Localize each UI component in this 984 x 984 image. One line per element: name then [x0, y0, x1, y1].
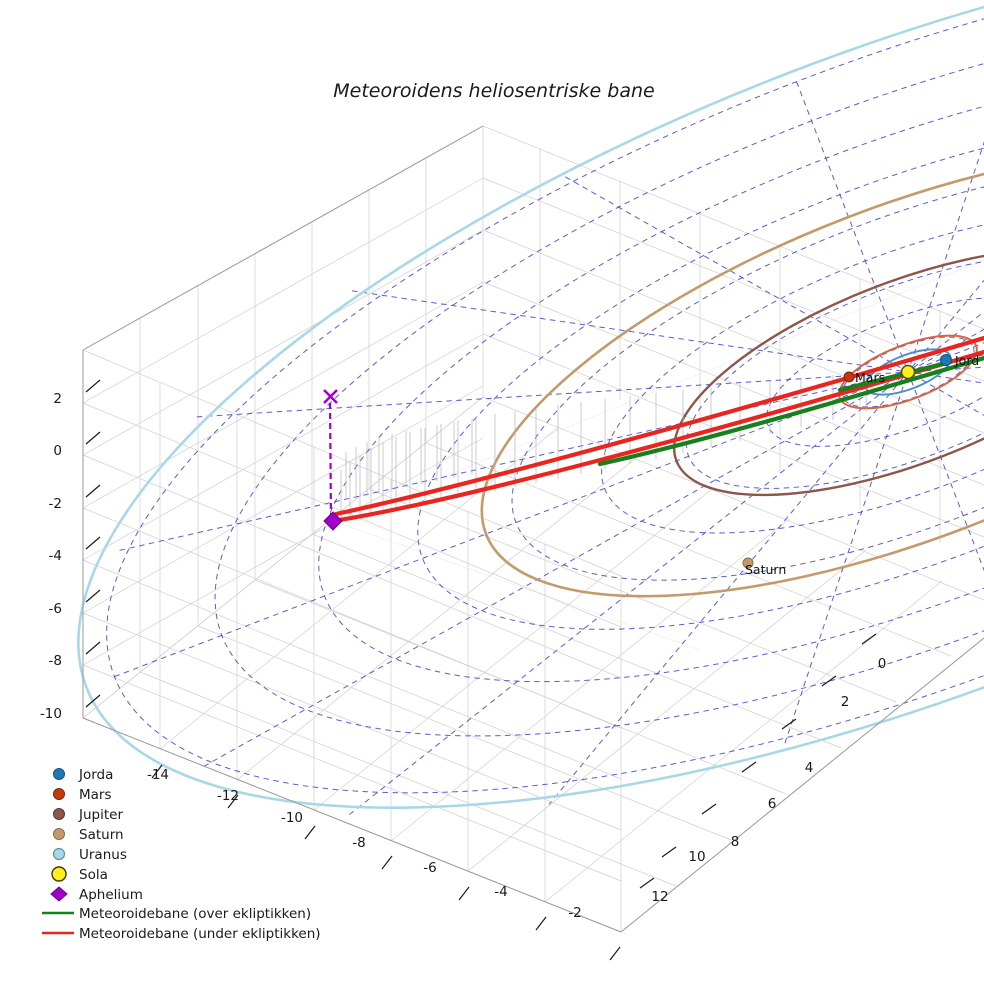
orbit-saturn: [480, 146, 984, 598]
jord-annotation-label: Jord: [954, 353, 979, 368]
trajectory-under-ecliptic-upper: [333, 335, 984, 517]
trajectory-over-ecliptic-inner: [838, 360, 952, 392]
x-tick-group: [151, 764, 621, 961]
x-tick-label: -8: [352, 835, 365, 851]
meteoroid-trajectory: [331, 335, 984, 524]
y-tick-group: [639, 633, 877, 889]
x-tick-label: -6: [423, 860, 436, 876]
z-tick-group: [85, 379, 101, 708]
legend-item[interactable]: Meteoroidebane (over ekliptikken): [42, 906, 311, 922]
trajectory-under-ecliptic-lower: [331, 349, 984, 524]
x-axis: -14 -12 -10 -8 -6 -4 -2: [147, 764, 621, 961]
z-tick-label: 0: [53, 443, 62, 459]
polar-projection-grid: [106, 0, 984, 815]
z-tick-label: -2: [49, 496, 62, 512]
ecliptic-plane-grid: [332, 259, 984, 651]
legend-label: Uranus: [79, 847, 127, 863]
x-tick-label: -2: [568, 905, 581, 921]
legend-item[interactable]: Jupiter: [53, 807, 124, 823]
z-tick-label: 2: [53, 391, 62, 407]
legend-item[interactable]: Saturn: [53, 827, 124, 843]
jorda-marker: [940, 354, 952, 366]
x-tick-label: -12: [217, 788, 239, 804]
y-tick-label: 4: [805, 760, 814, 776]
z-axis: 2 0 -2 -4 -6 -8 -10: [40, 379, 101, 722]
mars-marker: [843, 371, 855, 383]
legend-marker-jorda: [53, 768, 65, 780]
legend-marker-mars: [53, 788, 65, 800]
y-axis: 0 2 4 6 8 10 12: [639, 633, 887, 905]
far-pane-grid: [482, 125, 984, 543]
z-tick-label: -4: [49, 548, 62, 564]
legend-label: Meteoroidebane (over ekliptikken): [79, 906, 311, 922]
back-wall-pane-grid: [82, 125, 484, 719]
y-tick-label: 12: [651, 889, 668, 905]
trajectory-over-ecliptic: [597, 355, 984, 467]
aphelion-diamond-marker: [323, 511, 343, 531]
x-tick-label: -4: [494, 884, 507, 900]
legend-item[interactable]: Mars: [53, 787, 112, 803]
legend-label: Sola: [79, 867, 108, 883]
legend-item[interactable]: Sola: [51, 866, 108, 883]
legend-marker-aphelium: [50, 886, 68, 902]
page-title: Meteoroidens heliosentriske bane: [333, 80, 654, 102]
legend-label: Jorda: [78, 767, 113, 783]
legend-label: Mars: [79, 787, 112, 803]
x-tick-label: -10: [281, 810, 303, 826]
aphelion-projection-line: [328, 399, 333, 520]
legend-marker-saturn: [53, 828, 65, 840]
z-tick-label: -8: [49, 653, 62, 669]
aphelion-group: [323, 389, 343, 531]
legend: Jorda Mars Jupiter Saturn Uranus Sola: [42, 767, 321, 942]
y-tick-label: 0: [878, 656, 887, 672]
legend-label: Jupiter: [78, 807, 123, 823]
legend-item[interactable]: Jorda: [53, 767, 114, 783]
y-tick-label: 2: [841, 694, 850, 710]
mars-annotation-label: Mars: [855, 370, 885, 385]
legend-label: Saturn: [79, 827, 124, 843]
legend-marker-jupiter: [53, 808, 65, 820]
y-tick-label: 6: [768, 796, 777, 812]
legend-item[interactable]: Aphelium: [50, 886, 143, 903]
axes-outline: [82, 125, 984, 933]
legend-item[interactable]: Uranus: [52, 847, 127, 863]
saturn-annotation-label: Saturn: [745, 562, 786, 577]
y-tick-label: 8: [731, 834, 740, 850]
legend-item[interactable]: Meteoroidebane (under ekliptikken): [42, 926, 321, 942]
legend-label: Meteoroidebane (under ekliptikken): [79, 926, 321, 942]
orbit-mars: [838, 334, 978, 410]
axes3d-panes: [82, 125, 984, 933]
z-tick-label: -6: [49, 601, 62, 617]
legend-marker-uranus: [52, 847, 66, 861]
saturn-marker: [742, 557, 754, 569]
x-tick-label: -14: [147, 767, 169, 783]
orbit-jupiter: [672, 247, 984, 497]
body-markers: [742, 354, 952, 569]
legend-marker-sola: [51, 866, 67, 882]
aphelion-projection-x-icon: [323, 389, 338, 404]
z-tick-label: -10: [40, 706, 62, 722]
y-tick-label: 10: [688, 849, 705, 865]
sun-marker: [900, 364, 916, 380]
legend-label: Aphelium: [79, 887, 143, 903]
